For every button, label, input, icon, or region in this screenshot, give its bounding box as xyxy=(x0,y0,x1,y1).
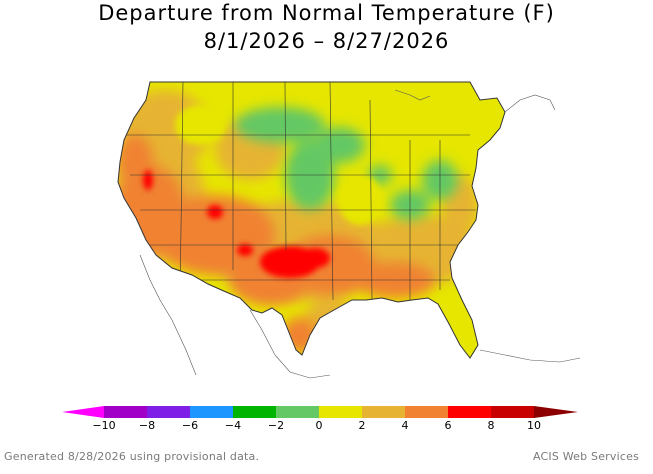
neighbor-coastlines xyxy=(139,89,581,379)
legend-tick-label: 4 xyxy=(401,419,409,432)
legend-tick-label: −2 xyxy=(267,419,285,432)
legend-tick-label: 0 xyxy=(315,419,323,432)
legend-bin xyxy=(233,406,276,418)
legend-tick-label: −10 xyxy=(92,419,116,432)
legend-bin xyxy=(147,406,190,418)
legend-bin xyxy=(104,406,147,418)
legend-bin xyxy=(405,406,448,418)
legend-arrow-above xyxy=(534,406,578,418)
legend-tick-label: −4 xyxy=(224,419,242,432)
legend-tick-label: 10 xyxy=(527,419,541,432)
state-boundaries xyxy=(120,82,476,301)
us-outline xyxy=(117,81,506,359)
source-credit: ACIS Web Services xyxy=(533,450,639,463)
legend-bin xyxy=(362,406,405,418)
legend-tick-label: −6 xyxy=(181,419,199,432)
legend-arrow-below xyxy=(62,406,104,418)
map-title: Departure from Normal Temperature (F) xyxy=(98,1,555,25)
legend-tick-label: 6 xyxy=(444,419,452,432)
map-date-range: 8/1/2026 – 8/27/2026 xyxy=(203,29,450,53)
field-red-core xyxy=(143,170,330,278)
legend-bin xyxy=(491,406,534,418)
legend-bin xyxy=(276,406,319,418)
legend-tick-label: 2 xyxy=(358,419,366,432)
legend-tick-label: 8 xyxy=(487,419,495,432)
legend-bin xyxy=(319,406,362,418)
legend-bin xyxy=(190,406,233,418)
legend-tick-label: −8 xyxy=(138,419,156,432)
legend-bin xyxy=(448,406,491,418)
generated-note: Generated 8/28/2026 using provisional da… xyxy=(4,450,260,463)
